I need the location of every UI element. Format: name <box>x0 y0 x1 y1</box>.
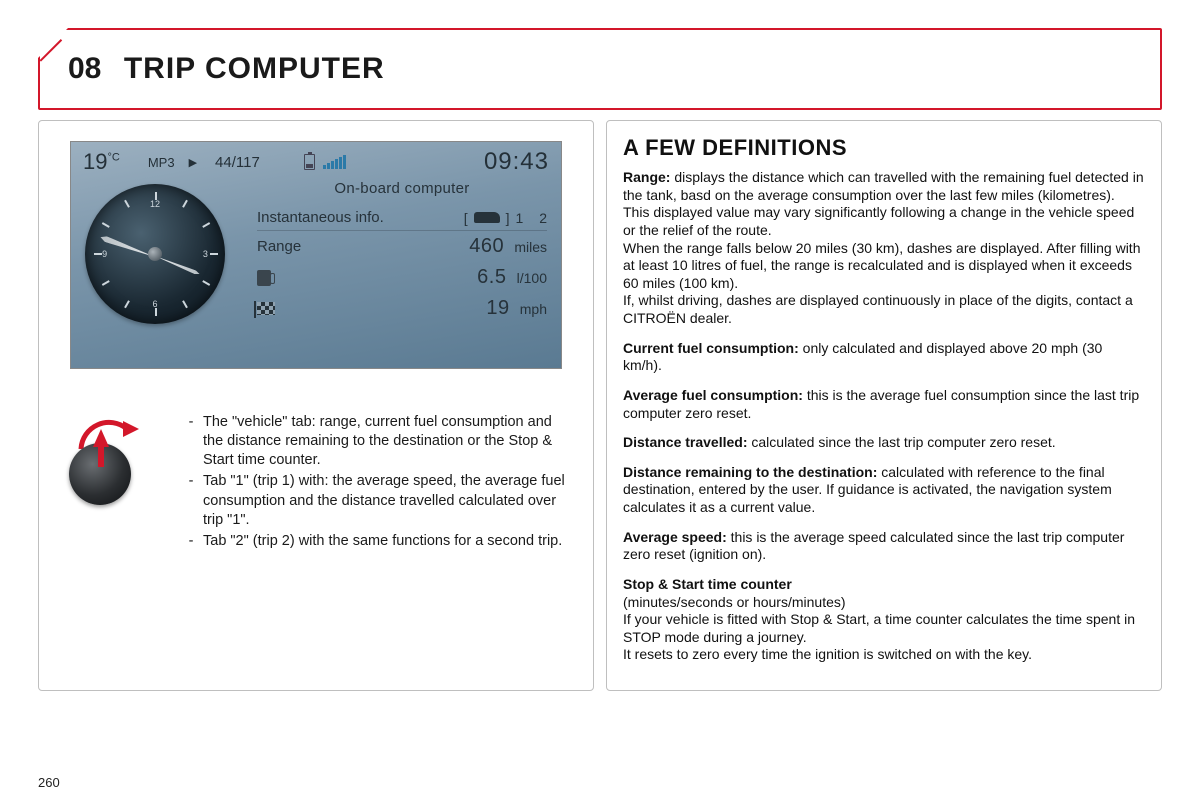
clock-num-6: 6 <box>152 299 157 309</box>
definition-avg-consumption: Average fuel consumption: this is the av… <box>623 387 1145 422</box>
clock-num-3: 3 <box>203 249 208 259</box>
consumption-unit: l/100 <box>517 270 547 286</box>
list-item: -Tab "2" (trip 2) with the same function… <box>179 532 567 551</box>
battery-icon <box>304 154 315 170</box>
press-arrow-icon <box>93 429 109 447</box>
tab-1: 1 <box>516 210 524 226</box>
clock-hub <box>148 247 162 261</box>
speed-unit: mph <box>520 301 547 317</box>
control-knob-graphic <box>61 413 157 513</box>
speed-def-label: Average speed: <box>623 529 727 545</box>
fuel-pump-icon <box>257 270 271 286</box>
avg-def-label: Average fuel consumption: <box>623 387 803 403</box>
car-icon <box>474 212 500 223</box>
definition-distance-remaining: Distance remaining to the destination: c… <box>623 464 1145 517</box>
list-item: -The "vehicle" tab: range, current fuel … <box>179 413 567 470</box>
track-counter: 44/117 <box>215 154 260 171</box>
definition-current-consumption: Current fuel consumption: only calculate… <box>623 340 1145 375</box>
range-unit: miles <box>514 239 547 255</box>
signal-icon <box>323 155 346 169</box>
left-column: 19°C MP3 ▶ 44/117 09:43 <box>38 120 594 691</box>
dist-def-label: Distance travelled: <box>623 434 748 450</box>
analog-clock-gauge: 12 3 6 9 <box>85 184 225 324</box>
play-icon: ▶ <box>189 156 197 169</box>
tab-2: 2 <box>539 210 547 226</box>
section-title: TRIP COMPUTER <box>124 52 385 85</box>
definitions-heading: A FEW DEFINITIONS <box>623 135 1145 161</box>
tab-description-list: -The "vehicle" tab: range, current fuel … <box>179 413 567 553</box>
stop-def-label: Stop & Start time counter <box>623 576 792 592</box>
instantaneous-label: Instantaneous info. <box>257 209 384 226</box>
temperature-unit: °C <box>107 152 119 164</box>
current-def-label: Current fuel consumption: <box>623 340 799 356</box>
clock-readout: 09:43 <box>484 148 549 176</box>
list-item: -Tab "1" (trip 1) with: the average spee… <box>179 472 567 529</box>
checkered-flag-icon <box>257 302 275 315</box>
range-label: Range <box>257 238 301 255</box>
range-def-label: Range: <box>623 169 670 185</box>
definition-avg-speed: Average speed: this is the average speed… <box>623 529 1145 564</box>
clock-num-9: 9 <box>102 249 107 259</box>
remain-def-label: Distance remaining to the destination: <box>623 464 877 480</box>
display-title: On-board computer <box>257 180 547 197</box>
clock-num-12: 12 <box>150 199 160 209</box>
page-number: 260 <box>38 775 60 790</box>
temperature-readout: 19°C <box>83 149 120 175</box>
section-header: 08 TRIP COMPUTER <box>38 28 1162 110</box>
temperature-value: 19 <box>83 149 107 174</box>
definition-distance-travelled: Distance travelled: calculated since the… <box>623 434 1145 452</box>
definition-stop-start: Stop & Start time counter (minutes/secon… <box>623 576 1145 664</box>
right-column: A FEW DEFINITIONS Range: displays the di… <box>606 120 1162 691</box>
definition-range: Range: displays the distance which can t… <box>623 169 1145 328</box>
speed-value: 19 <box>486 297 509 319</box>
onboard-computer-display: 19°C MP3 ▶ 44/117 09:43 <box>70 141 562 369</box>
tab-selector: [ ] 1 2 <box>464 210 547 226</box>
media-source-label: MP3 <box>148 155 175 170</box>
consumption-value: 6.5 <box>477 266 506 288</box>
range-value: 460 <box>469 235 504 257</box>
section-number: 08 <box>68 52 101 85</box>
